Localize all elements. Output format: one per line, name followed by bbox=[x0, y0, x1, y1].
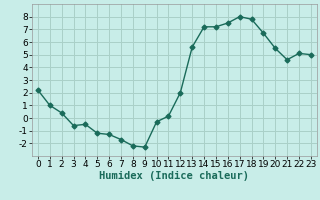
X-axis label: Humidex (Indice chaleur): Humidex (Indice chaleur) bbox=[100, 171, 249, 181]
